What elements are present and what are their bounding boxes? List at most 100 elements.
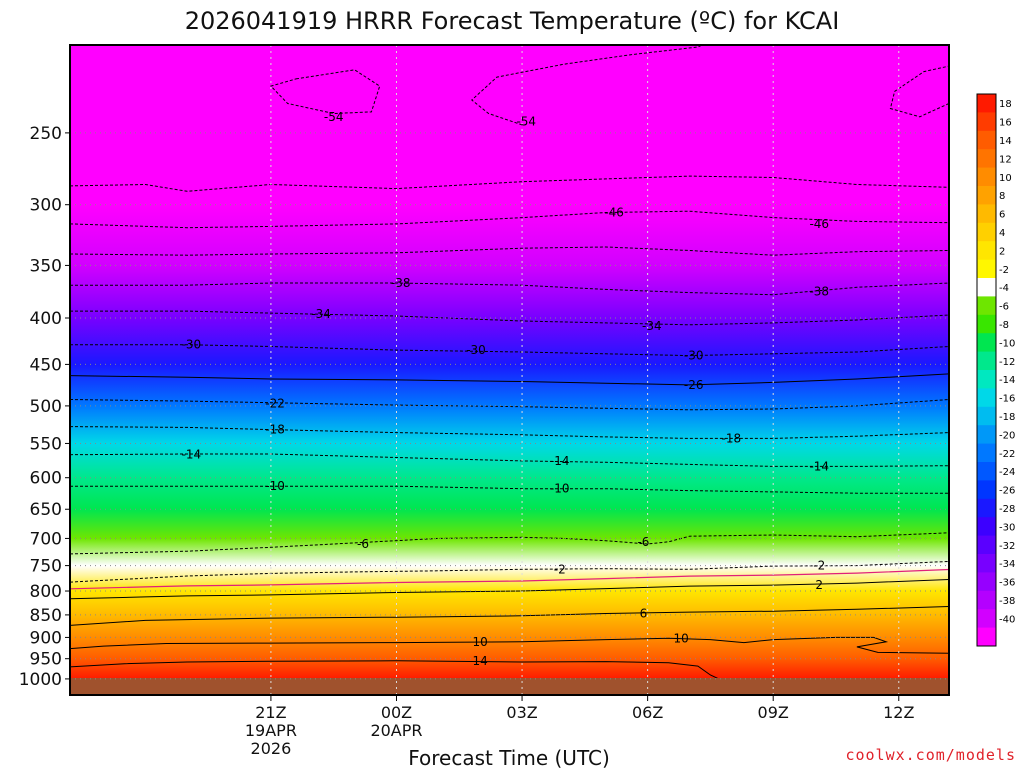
contour-label: 2 xyxy=(815,578,823,592)
y-tick-label: 1000 xyxy=(19,670,62,690)
colorbar-label: -28 xyxy=(999,504,1015,515)
contour-label: 10 xyxy=(673,631,688,645)
contour-label: -2 xyxy=(813,559,825,573)
colorbar-label: -18 xyxy=(999,412,1015,423)
contour-line xyxy=(70,310,949,326)
colorbar-label: -40 xyxy=(999,614,1015,625)
contour-line xyxy=(889,65,949,118)
colorbar-label: -32 xyxy=(999,541,1015,552)
contour-label: 10 xyxy=(473,635,488,649)
colorbar-swatch xyxy=(977,241,996,261)
colorbar-swatch xyxy=(977,535,996,555)
chart-title: 2026041919 HRRR Forecast Temperature (ºC… xyxy=(185,7,840,35)
contour-label: -46 xyxy=(809,217,829,231)
contour-line xyxy=(70,485,949,494)
y-tick-label: 600 xyxy=(30,469,62,489)
contour-label: 14 xyxy=(473,654,488,668)
plot-frame xyxy=(69,44,950,696)
contour-line xyxy=(70,210,949,229)
x-tick-label: 19APR xyxy=(245,721,297,740)
colorbar-swatch xyxy=(977,590,996,610)
colorbar-frame xyxy=(976,93,997,647)
contour-line xyxy=(70,373,949,386)
contour-label: -26 xyxy=(684,378,704,392)
contour-label: -14 xyxy=(550,454,570,468)
contour-line xyxy=(70,532,949,555)
contour-label: -30 xyxy=(182,338,202,352)
colorbar-label: 18 xyxy=(999,99,1012,110)
x-axis-label: Forecast Time (UTC) xyxy=(408,746,610,768)
y-tick-label: 650 xyxy=(30,500,62,520)
y-axis: 2503003504004505005506006507007508008509… xyxy=(19,124,70,690)
y-tick-label: 250 xyxy=(30,124,62,144)
ground-band xyxy=(70,678,949,695)
x-tick-label: 2026 xyxy=(251,739,292,758)
contour-line xyxy=(70,636,949,654)
colorbar: 18 16 14 12 10 8 6 4 2 -2 -4 -6 -8 -10 -12 -14 -16 -18 -20… xyxy=(976,93,1015,647)
contour-line xyxy=(269,69,381,115)
colorbar-swatch xyxy=(977,333,996,353)
contour-line xyxy=(70,560,949,583)
plot-area: -54 -54-46-46-38-38-34-34-30 -30 -30-26-22-… xyxy=(69,44,950,696)
colorbar-swatch xyxy=(977,314,996,334)
colorbar-swatch xyxy=(977,130,996,150)
contour-line xyxy=(471,45,704,126)
contour-label: -10 xyxy=(265,479,285,493)
contour-label: -46 xyxy=(604,206,624,220)
contour-label: -14 xyxy=(809,459,829,473)
y-tick-label: 850 xyxy=(30,606,62,626)
colorbar-swatch xyxy=(977,480,996,500)
contour-line xyxy=(70,246,949,256)
colorbar-label: 10 xyxy=(999,173,1012,184)
x-tick-label: 09Z xyxy=(758,703,789,722)
contour-line xyxy=(70,426,949,439)
colorbar-label: -38 xyxy=(999,596,1015,607)
contour-line xyxy=(70,453,949,467)
colorbar-label: -12 xyxy=(999,357,1015,368)
colorbar-swatch xyxy=(977,443,996,463)
contour-label: -14 xyxy=(182,448,202,462)
colorbar-swatch xyxy=(977,222,996,242)
contour-line xyxy=(70,344,949,357)
contour-line xyxy=(70,175,949,192)
colorbar-swatch xyxy=(977,296,996,316)
contour-label: -38 xyxy=(809,285,829,299)
contour-line xyxy=(70,399,949,411)
colorbar-label: -4 xyxy=(999,283,1009,294)
colorbar-swatch xyxy=(977,278,996,297)
y-tick-label: 500 xyxy=(30,397,62,417)
colorbar-label: -16 xyxy=(999,394,1015,405)
colorbar-swatch xyxy=(977,94,996,113)
y-tick-label: 450 xyxy=(30,355,62,375)
contour-label: 6 xyxy=(640,607,648,621)
y-tick-label: 400 xyxy=(30,309,62,329)
y-tick-label: 750 xyxy=(30,557,62,577)
contour-label: -38 xyxy=(391,276,411,290)
contour-label: -34 xyxy=(311,307,331,321)
colorbar-swatch xyxy=(977,554,996,573)
credit-text: coolwx.com/models xyxy=(845,746,1016,764)
colorbar-label: 12 xyxy=(999,154,1012,165)
contour-line xyxy=(70,282,949,296)
temperature-field xyxy=(70,45,949,695)
colorbar-swatch xyxy=(977,425,996,445)
contour-label: -22 xyxy=(265,397,285,411)
contour-label: -2 xyxy=(554,562,566,576)
colorbar-swatch xyxy=(977,609,996,629)
y-tick-label: 300 xyxy=(30,196,62,216)
y-tick-label: 950 xyxy=(30,650,62,670)
colorbar-swatch xyxy=(977,406,996,426)
colorbar-swatch xyxy=(977,572,996,592)
colorbar-label: 14 xyxy=(999,136,1012,147)
grid-layer xyxy=(70,45,949,695)
x-tick-label: 06Z xyxy=(632,703,663,722)
colorbar-label: -26 xyxy=(999,486,1015,497)
y-tick-label: 800 xyxy=(30,582,62,602)
contour-label: -18 xyxy=(265,423,285,437)
x-tick-label: 03Z xyxy=(506,703,537,722)
colorbar-swatch xyxy=(977,186,996,205)
colorbar-label: 16 xyxy=(999,118,1012,129)
colorbar-swatch xyxy=(977,388,996,408)
